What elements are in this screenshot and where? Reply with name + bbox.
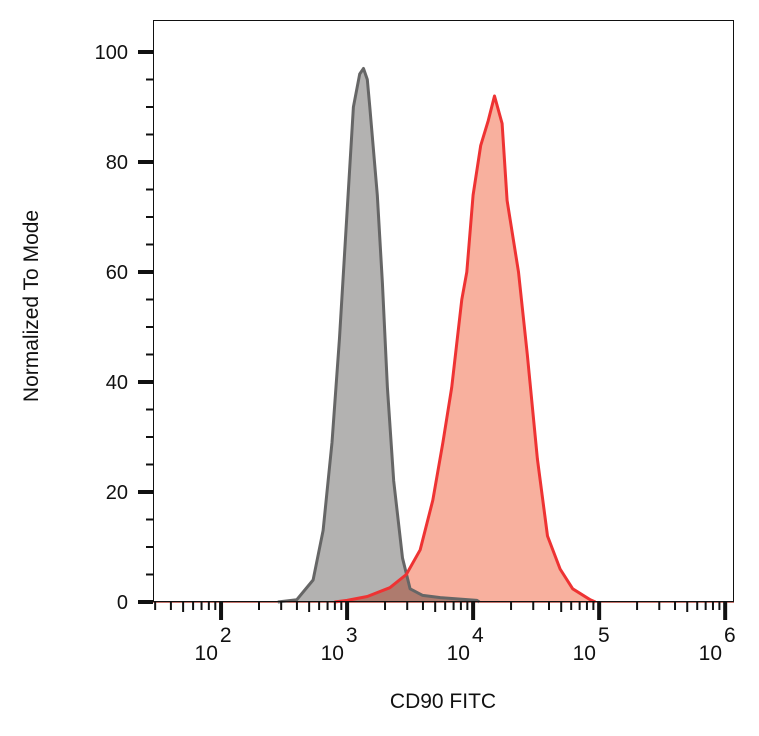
y-tick-label: 0 [117,592,128,614]
x-tick-base: 10 [447,642,470,665]
x-tick-label: 105 [573,624,610,665]
isotype-outline [277,67,481,604]
x-tick-label: 104 [447,624,484,665]
x-tick-label: 106 [699,624,736,665]
x-tick-exponent: 4 [472,624,484,647]
x-tick-base: 10 [573,642,596,665]
y-axis-label: Normalized To Mode [20,210,43,402]
x-tick-exponent: 6 [724,624,736,647]
series-layer [153,67,734,604]
y-tick-label: 40 [106,372,128,394]
cd90-outline [334,94,596,604]
x-tick-exponent: 3 [346,624,358,647]
x-tick-label: 103 [321,624,358,665]
x-tick-label: 102 [195,624,232,665]
y-tick-label: 60 [106,262,128,284]
x-tick-exponent: 2 [220,624,232,647]
x-tick-base: 10 [321,642,344,665]
cd90-fill [334,96,596,602]
x-tick-exponent: 5 [598,624,610,647]
y-tick-label: 20 [106,482,128,504]
x-axis-label: CD90 FITC [390,690,496,713]
y-axis: 0 20 40 60 80 100 [95,42,153,614]
isotype-fill [277,68,480,602]
x-tick-base: 10 [699,642,722,665]
y-tick-label: 80 [106,152,128,174]
plot-frame [153,20,734,602]
x-tick-base: 10 [195,642,218,665]
y-tick-label: 100 [95,42,128,64]
